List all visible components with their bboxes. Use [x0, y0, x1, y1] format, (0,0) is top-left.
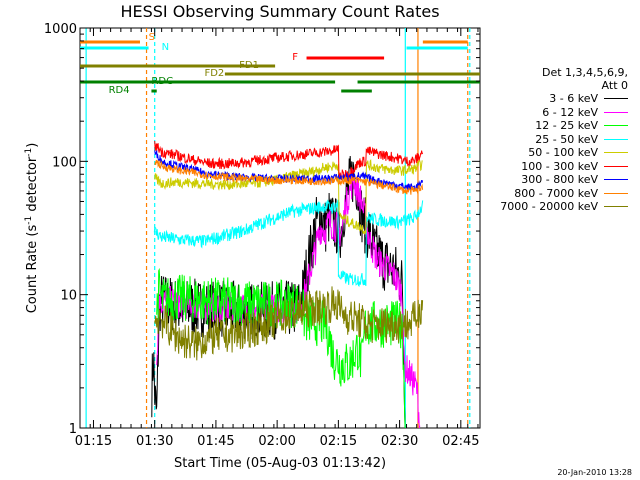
y-tick-label: 1000: [44, 22, 77, 37]
x-tick-label: 02:00: [258, 434, 295, 449]
legend-label: 7000 - 20000 keV: [500, 200, 598, 214]
legend-label: 50 - 100 keV: [528, 146, 598, 160]
legend-label: 25 - 50 keV: [535, 132, 598, 146]
series-line: [154, 286, 424, 361]
plot-area: [79, 27, 481, 429]
series-line: [153, 199, 424, 287]
x-axis-label: Start Time (05-Aug-03 01:13:42): [174, 456, 386, 471]
series-line: [156, 267, 406, 429]
flag-label: F: [292, 52, 298, 63]
legend-label: 100 - 300 keV: [521, 159, 598, 173]
legend-swatch: [604, 125, 628, 127]
legend-item: 800 - 7000 keV: [482, 187, 628, 201]
legend-item: 6 - 12 keV: [482, 106, 628, 120]
legend-item: 3 - 6 keV: [482, 92, 628, 106]
y-axis-label-part: -1: [24, 216, 34, 225]
timestamp: 20-Jan-2010 13:28: [557, 468, 632, 477]
x-tick-label: 02:15: [320, 434, 357, 449]
legend-item: 300 - 800 keV: [482, 173, 628, 187]
flag-s: S: [80, 32, 468, 44]
legend-swatch: [604, 138, 628, 140]
legend-label: 12 - 25 keV: [535, 119, 598, 133]
legend: Det 1,3,4,5,6,9, Att 0 3 - 6 keV 6 - 12 k…: [482, 66, 628, 214]
series-line: [154, 159, 423, 235]
legend-item: 25 - 50 keV: [482, 133, 628, 147]
legend-label: 300 - 800 keV: [521, 173, 598, 187]
flag-f: F: [292, 52, 385, 63]
y-tick-label: 1: [69, 422, 77, 437]
flag-fd1: FD1: [80, 60, 276, 71]
flag-n: N: [80, 42, 468, 53]
series-line: [154, 140, 424, 180]
legend-swatch: [604, 179, 628, 181]
legend-swatch: [604, 206, 628, 208]
flag-rd4: RD4: [109, 85, 372, 96]
y-axis-label: Count Rate (s-1 detector-1): [24, 143, 40, 314]
x-tick-label: 02:45: [442, 434, 479, 449]
legend-header-line-2: Att 0: [601, 79, 628, 92]
legend-swatch: [604, 111, 628, 113]
legend-item: 100 - 300 keV: [482, 160, 628, 174]
y-axis-label-part: ): [25, 143, 40, 148]
legend-header-line-1: Det 1,3,4,5,6,9,: [541, 66, 628, 79]
flag-label: FD1: [239, 60, 259, 71]
x-tick-label: 01:15: [75, 434, 112, 449]
y-axis-label-part: detector: [25, 156, 40, 216]
flag-label: S: [149, 32, 155, 43]
y-axis-label-part: Count Rate (s: [25, 225, 40, 314]
flag-label: RDC: [151, 76, 173, 87]
legend-swatch: [604, 152, 628, 154]
flag-label: N: [162, 42, 169, 53]
flag-fd2: FD2: [204, 68, 480, 79]
y-tick-label: 100: [52, 155, 77, 170]
y-axis-label-part: -1: [24, 148, 34, 157]
flag-rdc: RDC: [80, 76, 480, 87]
legend-swatch: [604, 165, 628, 167]
y-tick-label: 10: [60, 289, 77, 304]
legend-label: 800 - 7000 keV: [514, 186, 598, 200]
x-tick-label: 01:45: [197, 434, 234, 449]
legend-swatch: [604, 98, 628, 100]
x-tick-label: 01:30: [136, 434, 173, 449]
chart-title: HESSI Observing Summary Count Rates: [120, 2, 440, 21]
legend-item: 7000 - 20000 keV: [482, 200, 628, 214]
x-tick-label: 02:30: [381, 434, 418, 449]
legend-item: 50 - 100 keV: [482, 146, 628, 160]
legend-swatch: [604, 192, 628, 194]
flag-label: FD2: [204, 68, 224, 79]
legend-label: 6 - 12 keV: [542, 105, 598, 119]
flag-label: RD4: [109, 85, 130, 96]
legend-label: 3 - 6 keV: [549, 92, 598, 106]
legend-item: 12 - 25 keV: [482, 119, 628, 133]
series-line: [154, 159, 424, 195]
